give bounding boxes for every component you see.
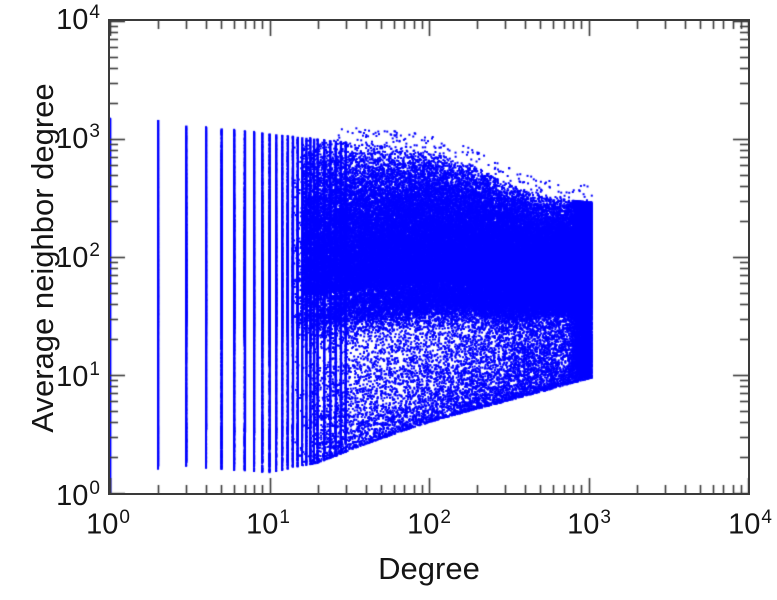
x-tick-label-1: 101 (246, 507, 290, 541)
y-tick-label-0: 100 (56, 478, 100, 512)
y-tick-label-4: 104 (56, 2, 100, 36)
scatter-point-cloud (110, 21, 748, 493)
y-tick-label-1: 101 (56, 359, 100, 393)
y-axis-title: Average neighbor degree (25, 83, 60, 433)
x-tick-label-2: 102 (407, 507, 451, 541)
x-tick-label-3: 103 (567, 507, 611, 541)
x-axis-title: Degree (378, 551, 480, 586)
x-tick-label-4: 104 (728, 507, 772, 541)
x-tick-label-0: 100 (86, 507, 130, 541)
y-tick-label-3: 103 (56, 121, 100, 155)
plot-area (108, 19, 750, 495)
y-tick-label-2: 102 (56, 240, 100, 274)
